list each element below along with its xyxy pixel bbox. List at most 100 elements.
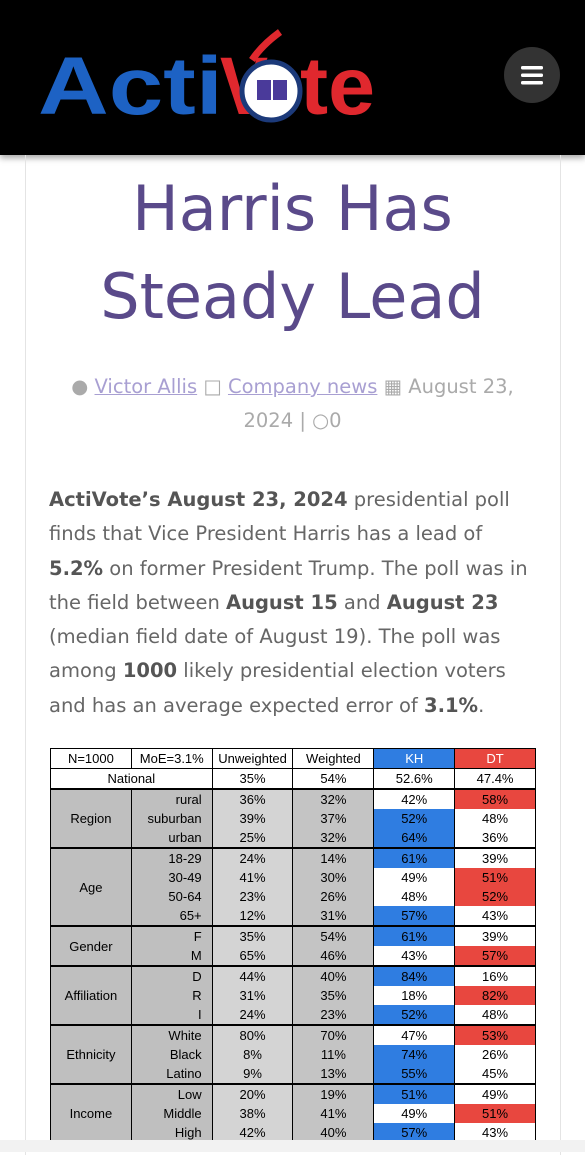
row-label: White [130,1024,213,1045]
value-cell: 9% [211,1064,294,1085]
value-cell: 46% [292,946,375,967]
value-cell: 80% [211,1024,294,1045]
text: and [337,590,387,614]
row-label: D [130,965,213,986]
logo-check [249,29,283,62]
header-cell: KH [373,748,456,769]
author-link[interactable]: Victor Allis [94,375,198,398]
value-cell: 48% [454,809,536,828]
row-label: 30-49 [130,868,213,887]
value-cell: 11% [292,1045,375,1064]
site-header: Acti V te [0,0,585,155]
value-cell: 16% [454,965,536,986]
separator: | [299,409,306,432]
value-cell: 32% [292,828,375,849]
bold-text: 3.1% [424,693,479,717]
value-cell: 12% [211,906,294,927]
value-cell: 55% [373,1064,456,1085]
bold-text: August 15 [226,590,338,614]
group-label: Affiliation [50,965,132,1026]
data-row: Affiliation D 44% 40% 84% 16% [50,965,536,1026]
row-label: Low [130,1083,213,1104]
menu-icon [521,73,543,77]
article-meta: ● Victor Allis □ Company news ▦ August 2… [50,370,535,438]
row-label: suburban [130,809,213,828]
row-label: 18-29 [130,847,213,868]
category-link[interactable]: Company news [227,375,378,398]
value-cell: 39% [454,925,536,946]
row-label: Latino [130,1064,213,1085]
menu-icon [521,81,543,85]
logo-text: Acti [38,41,223,132]
value-cell: 26% [454,1045,536,1064]
value-cell: 65% [211,946,294,967]
value-cell: 31% [211,986,294,1005]
text: likely presidential election voters and … [49,659,506,717]
data-row: 30-49 41% 30% 49% 51% [51,868,536,887]
header-cell: MoE=3.1% [130,748,213,769]
group-label: Gender [50,925,132,967]
value-cell: 19% [292,1083,375,1104]
row-label: 65+ [130,906,213,927]
value-cell: 70% [292,1024,375,1045]
value-cell: 49% [454,1083,536,1104]
value-cell: 31% [292,906,375,927]
national-cell: 35% [211,768,294,790]
header-cell: Weighted [292,748,375,769]
value-cell: 13% [292,1064,375,1085]
article-title: Harris Has Steady Lead [100,172,485,333]
value-cell: 39% [211,809,294,828]
logo-ballot [257,80,271,100]
value-cell: 35% [292,986,375,1005]
value-cell: 24% [211,1005,294,1026]
row-label: rural [130,788,213,809]
value-cell: 18% [373,986,456,1005]
row-label: R [130,986,213,1005]
value-cell: 26% [292,887,375,906]
value-cell: 52% [454,887,536,906]
content-card [25,155,561,1155]
comment-count[interactable]: 0 [329,409,342,432]
logo[interactable]: Acti V te [0,0,585,155]
logo-text: te [300,41,375,132]
value-cell: 58% [454,788,536,809]
value-cell: 20% [211,1083,294,1104]
header-row: N=1000 MoE=3.1% Unweighted Weighted KH DT [50,748,536,769]
value-cell: 24% [211,847,294,868]
data-row: High 42% 40% 57% 43% [51,1123,536,1143]
row-label: Middle [130,1104,213,1123]
date-icon: ▦ [383,375,403,398]
value-cell: 52% [373,1005,456,1026]
value-cell: 48% [373,887,456,906]
header-cell: N=1000 [50,748,132,769]
value-cell: 49% [373,1104,456,1123]
value-cell: 57% [373,1123,456,1143]
data-row: Black 8% 11% 74% 26% [51,1045,536,1064]
national-cell: 54% [292,768,375,790]
value-cell: 42% [373,788,456,809]
text: on former President Trump. The poll was … [49,556,528,614]
value-cell: 41% [211,868,294,887]
value-cell: 54% [292,925,375,946]
data-row: R 31% 35% 18% 82% [51,986,536,1005]
value-cell: 14% [292,847,375,868]
value-cell: 57% [373,906,456,927]
data-row: M 65% 46% 43% 57% [51,946,536,967]
data-row: Middle 38% 41% 49% 51% [51,1104,536,1123]
national-cell: 47.4% [454,768,536,790]
row-label: 50-64 [130,887,213,906]
value-cell: 43% [373,946,456,967]
row-label: urban [130,828,213,849]
article-paragraph: ActiVote’s August 23, 2024 presidential … [49,483,539,723]
group-label: Income [50,1083,132,1143]
category-icon: □ [203,375,222,398]
value-cell: 39% [454,847,536,868]
value-cell: 38% [211,1104,294,1123]
poll-table: N=1000 MoE=3.1% Unweighted Weighted KH DT Nati… [50,748,536,1143]
header-cell: DT [454,748,536,769]
group-label: Ethnicity [50,1024,132,1085]
data-row: suburban 39% 37% 52% 48% [51,809,536,828]
value-cell: 49% [373,868,456,887]
